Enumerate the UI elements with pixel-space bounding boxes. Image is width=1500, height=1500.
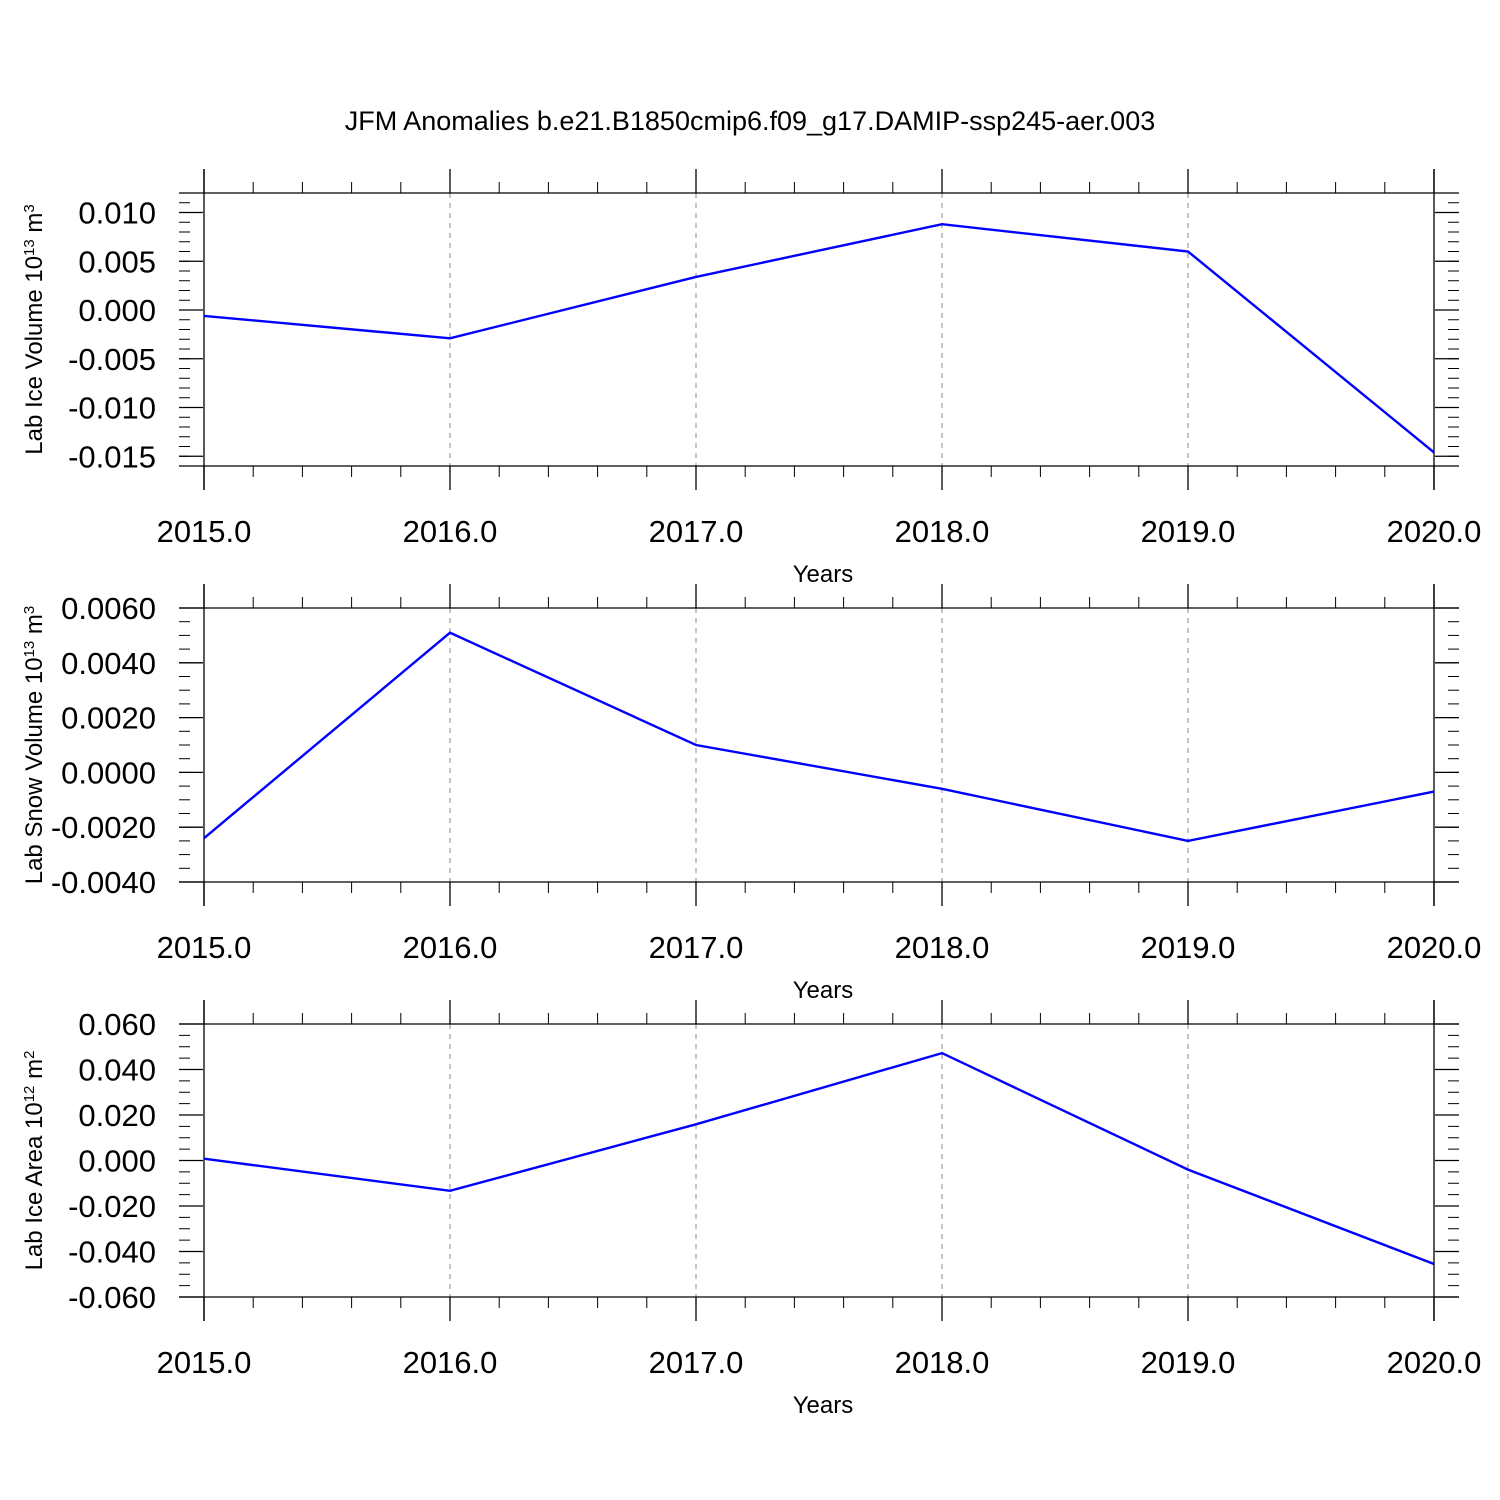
y-tick-label: 0.005 xyxy=(78,244,156,279)
y-tick-label: 0.020 xyxy=(78,1098,156,1133)
y-tick-label: 0.0040 xyxy=(61,646,156,681)
series-line xyxy=(203,1051,1435,1266)
y-tick-label: 0.0060 xyxy=(61,591,156,626)
y-tick-label: -0.005 xyxy=(68,342,156,377)
x-axis-title: Years xyxy=(793,1392,854,1419)
x-tick-label: 2017.0 xyxy=(649,514,744,549)
x-tick-label: 2015.0 xyxy=(157,1345,252,1380)
panels: 2015.0 2016.0 2017.0 2018.0 2019.0 2020.0 Year… xyxy=(21,169,1482,1419)
y-tick-label: 0.000 xyxy=(78,293,156,328)
y-tick-label: -0.060 xyxy=(68,1280,156,1315)
series-line xyxy=(203,631,1435,843)
x-axis-title: Years xyxy=(793,977,854,1004)
series-line xyxy=(203,222,1435,454)
y-axis-title: Lab Ice Area 1012 m2 xyxy=(21,1051,49,1271)
x-tick-label: 2016.0 xyxy=(403,930,498,965)
x-tick-label: 2018.0 xyxy=(895,514,990,549)
chart-panel-2: 2015.0 2016.0 2017.0 2018.0 2019.0 2020.0 Year… xyxy=(21,584,1482,1004)
x-tick-label: 2018.0 xyxy=(895,1345,990,1380)
y-tick-label: 0.000 xyxy=(78,1144,156,1179)
x-tick-label: 2020.0 xyxy=(1387,1345,1482,1380)
x-axis-title: Years xyxy=(793,561,854,588)
x-tick-label: 2015.0 xyxy=(157,514,252,549)
figure-title: JFM Anomalies b.e21.B1850cmip6.f09_g17.D… xyxy=(345,106,1155,136)
x-tick-label: 2017.0 xyxy=(649,1345,744,1380)
y-tick-label: -0.010 xyxy=(68,391,156,426)
y-axis-title: Lab Snow Volume 1013 m3 xyxy=(21,606,49,885)
y-tick-label: -0.0040 xyxy=(51,865,156,900)
y-tick-label: 0.010 xyxy=(78,196,156,231)
y-tick-label: -0.0020 xyxy=(51,810,156,845)
x-tick-label: 2015.0 xyxy=(157,930,252,965)
x-tick-label: 2018.0 xyxy=(895,930,990,965)
x-tick-label: 2019.0 xyxy=(1141,514,1236,549)
x-tick-label: 2019.0 xyxy=(1141,1345,1236,1380)
y-tick-label: 0.060 xyxy=(78,1007,156,1042)
y-axis-title: Lab Ice Volume 1013 m3 xyxy=(21,204,49,455)
y-tick-label: 0.0020 xyxy=(61,701,156,736)
x-tick-label: 2017.0 xyxy=(649,930,744,965)
y-tick-label: 0.040 xyxy=(78,1053,156,1088)
chart-panel-1: 2015.0 2016.0 2017.0 2018.0 2019.0 2020.0 Year… xyxy=(21,169,1482,588)
chart-panel-3: 2015.0 2016.0 2017.0 2018.0 2019.0 2020.0 Year… xyxy=(21,1000,1482,1419)
x-tick-label: 2016.0 xyxy=(403,1345,498,1380)
x-tick-label: 2020.0 xyxy=(1387,514,1482,549)
x-tick-label: 2020.0 xyxy=(1387,930,1482,965)
y-tick-label: -0.040 xyxy=(68,1235,156,1270)
y-tick-label: 0.0000 xyxy=(61,755,156,790)
x-tick-label: 2019.0 xyxy=(1141,930,1236,965)
x-tick-label: 2016.0 xyxy=(403,514,498,549)
y-tick-label: -0.015 xyxy=(68,439,156,474)
y-tick-label: -0.020 xyxy=(68,1189,156,1224)
